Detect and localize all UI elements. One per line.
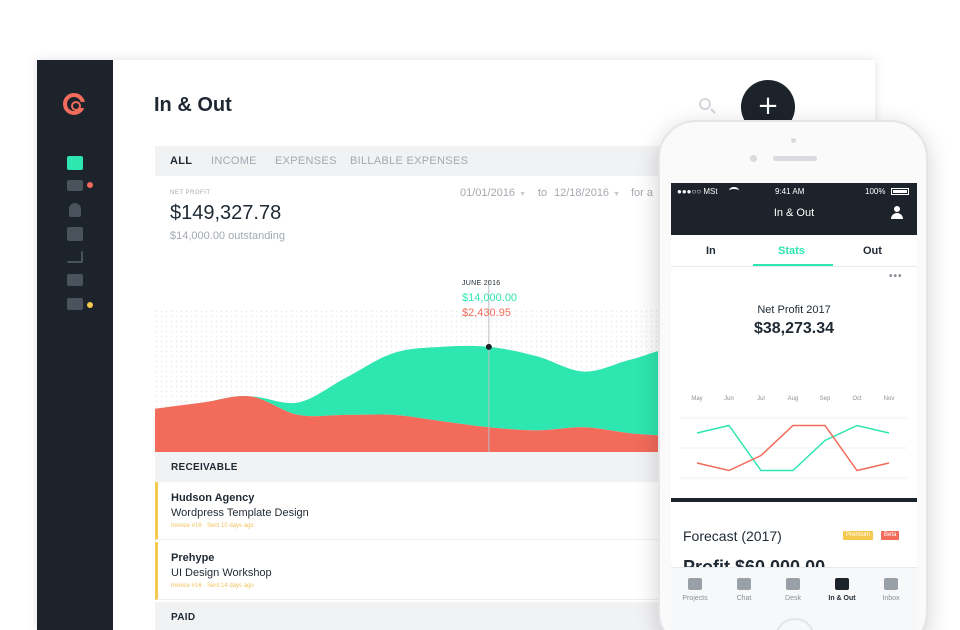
net-profit-value: $149,327.78 [170,202,282,224]
phone-sensor [791,138,796,143]
invoice-description: Wordpress Template Design [171,507,309,519]
logo-icon[interactable] [63,93,86,115]
wifi-icon [729,187,739,194]
tooltip-expense: $2,430.95 [462,307,511,319]
gift-notification-dot [87,302,93,308]
client-name: Prehype [171,552,215,564]
date-from-select[interactable]: 01/01/2016 ▼ [460,187,526,199]
x-tick-label: Oct [852,396,862,402]
nav-label: Projects [682,595,708,602]
nav-label: Chat [736,595,752,602]
download-icon [884,578,898,590]
phone-screen: ●●●○○ MSt 9:41 AM 100% In & Out In Stats… [671,183,917,630]
date-to-word: to [538,187,548,199]
client-name: Hudson Agency [171,492,255,504]
section-divider [671,498,917,502]
income-area [155,345,775,440]
user-icon[interactable] [69,203,81,217]
mobile-tabs: In Stats Out [671,235,917,267]
bar-chart-icon[interactable] [67,251,83,263]
date-from-value: 01/01/2016 [460,187,516,199]
chevron-down-icon: ▼ [613,191,620,198]
receivable-row[interactable]: Hudson Agency Wordpress Template Design … [155,482,855,540]
battery-level: 100% [865,187,886,196]
date-to-value: 12/18/2016 [554,187,610,199]
tooltip-point [485,343,492,350]
phone-camera [750,155,757,162]
nav-label: Inbox [882,595,900,602]
x-tick-label: Jul [757,396,765,402]
grid-icon [688,578,702,590]
list-icon[interactable] [67,156,83,170]
paid-label: PAID [171,612,196,623]
x-tick-label: Nov [884,396,895,402]
carrier-label: ●●●○○ MSt [677,187,718,196]
page-title: In & Out [154,94,232,116]
tab-income[interactable]: INCOME [211,155,257,167]
x-tick-label: May [691,396,702,402]
user-icon[interactable] [891,206,903,219]
tab-expenses[interactable]: EXPENSES [275,155,337,167]
phone-speaker [773,156,817,161]
nav-desk[interactable]: Desk [771,578,815,602]
nav-label: Desk [785,595,801,602]
x-tick-label: Sep [820,396,831,402]
mobile-tab-stats[interactable]: Stats [778,245,805,257]
nav-projects[interactable]: Projects [673,578,717,602]
chevron-down-icon: ▼ [519,191,526,198]
net-profit-label: NET PROFIT [170,190,211,196]
tooltip-income: $14,000.00 [462,292,518,304]
gift-icon[interactable] [67,298,83,310]
phone-mockup: ●●●○○ MSt 9:41 AM 100% In & Out In Stats… [658,120,928,630]
chat-icon[interactable] [67,180,83,191]
forecast-label: Forecast (2017) [683,528,782,544]
battery-icon [891,188,909,195]
x-tick-label: Jun [724,396,734,402]
nav-in-out[interactable]: In & Out [820,578,864,602]
date-to-select[interactable]: 12/18/2016 ▼ [554,187,620,199]
series-line-0 [696,424,890,472]
expense-area [155,395,775,452]
grid-icon[interactable] [67,227,83,241]
mobile-tab-out[interactable]: Out [863,245,882,257]
nav-chat[interactable]: Chat [722,578,766,602]
invoice-meta: Invoice #16 · Sent 10 days ago [171,523,254,529]
bar-chart-icon [835,578,849,590]
premium-badge: Premium [843,531,874,540]
nav-inbox[interactable]: Inbox [869,578,913,602]
x-tick-label: Aug [788,396,799,402]
beta-badge: Beta [881,531,900,540]
status-time: 9:41 AM [775,187,805,196]
inbox-icon[interactable] [67,274,83,286]
mobile-net-profit-value: $38,273.34 [753,320,835,337]
more-icon[interactable]: ••• [889,271,903,282]
receivable-row[interactable]: Prehype UI Design Workshop Invoice #16 ·… [155,542,855,600]
outstanding-amount: $14,000.00 outstanding [170,230,285,242]
tab-billable-expenses[interactable]: BILLABLE EXPENSES [350,155,469,167]
tab-all[interactable]: ALL [170,155,193,167]
invoice-description: UI Design Workshop [171,567,272,579]
chat-icon [737,578,751,590]
mobile-header: ●●●○○ MSt 9:41 AM 100% In & Out [671,183,917,235]
list-icon [786,578,800,590]
date-period-label: for a [631,187,654,199]
tooltip-month: JUNE 2016 [462,280,501,287]
chat-notification-dot [87,182,93,188]
search-icon[interactable] [699,98,711,110]
receivable-label: RECEIVABLE [171,462,238,473]
nav-label: In & Out [828,595,856,602]
series-line-1 [696,424,890,472]
invoice-meta: Invoice #16 · Sent 14 days ago [171,583,254,589]
mobile-tab-in[interactable]: In [706,245,716,257]
mobile-net-profit-label: Net Profit 2017 [757,304,831,316]
sidebar [37,60,113,630]
mobile-line-chart[interactable]: May Jun Jul Aug Sep Oct Nov [671,388,917,488]
active-tab-indicator [753,264,833,266]
mobile-title: In & Out [773,207,815,219]
